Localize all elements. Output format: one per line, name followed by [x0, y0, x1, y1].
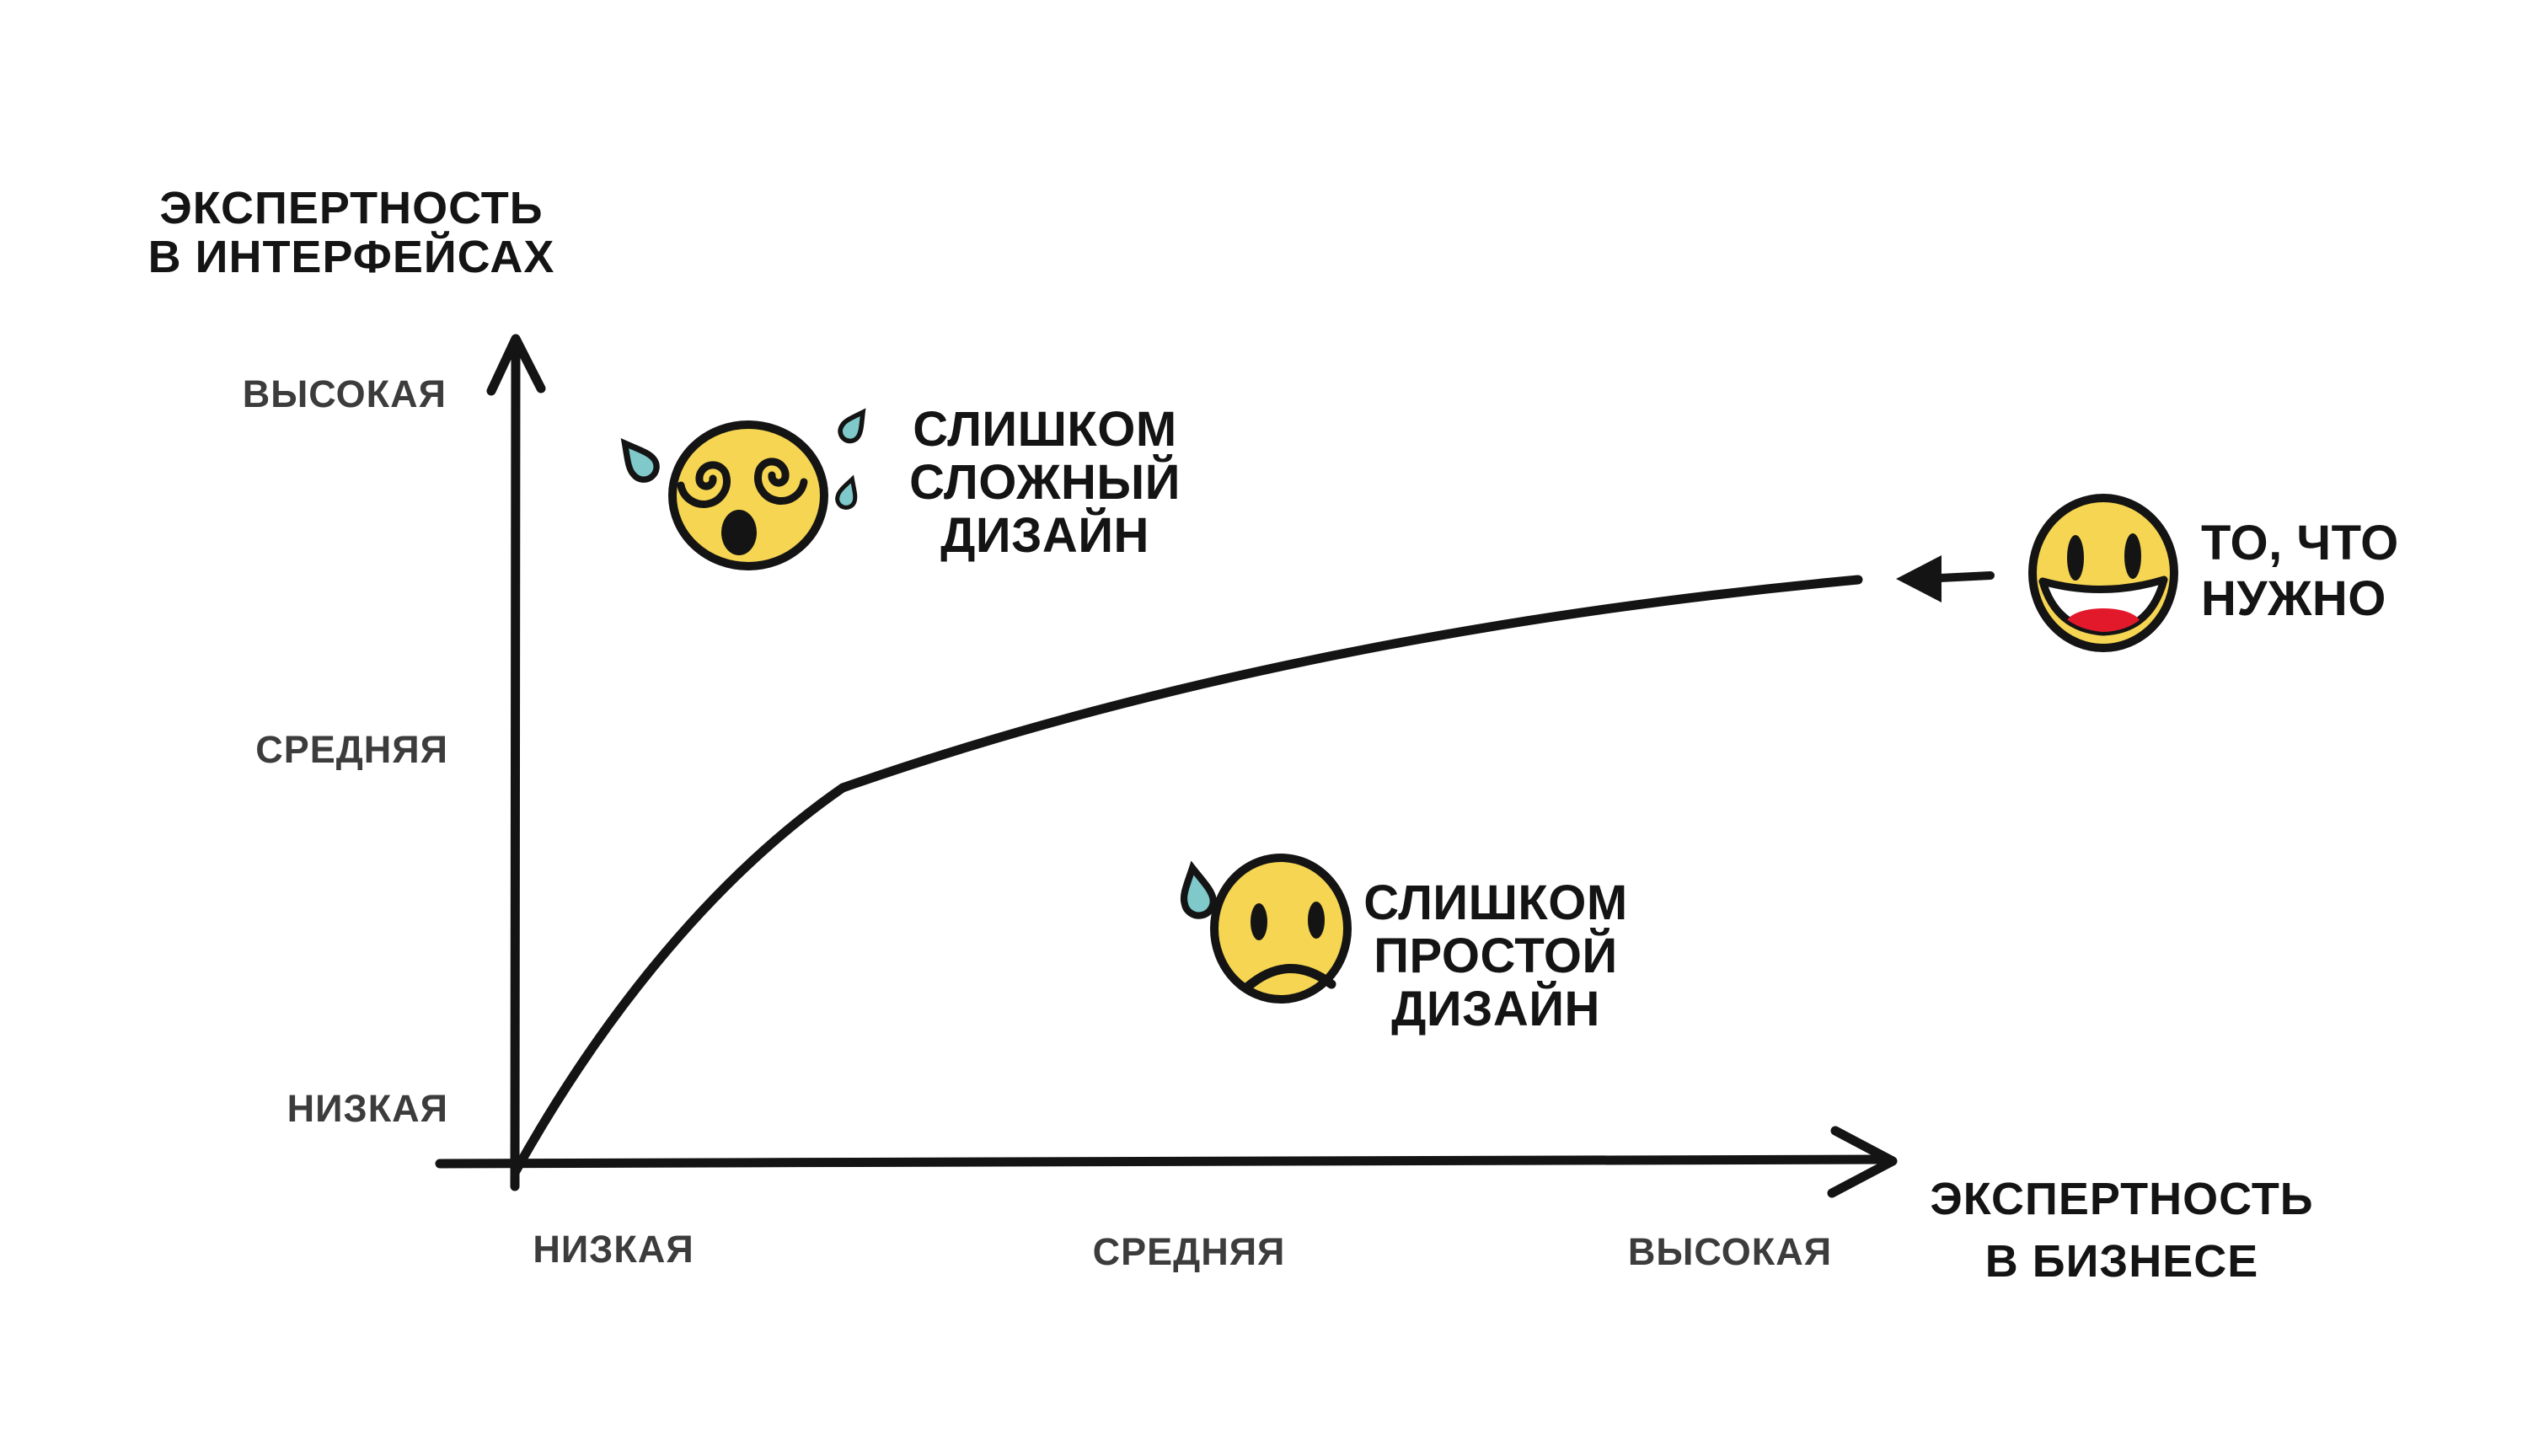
label-just-right-line2: НУЖНО	[2201, 571, 2386, 626]
open-mouth	[721, 510, 757, 555]
label-too-complex-design: СЛИШКОМ СЛОЖНЫЙ ДИЗАЙН	[909, 403, 1181, 562]
dizzy-face-icon	[668, 420, 828, 570]
x-axis-title-line1: ЭКСПЕРТНОСТЬ	[1930, 1174, 2314, 1224]
label-just-right: ТО, ЧТО НУЖНО	[2201, 516, 2399, 627]
y-tick-low: НИЗКАЯ	[287, 1087, 448, 1130]
spiral-eye-left-icon	[677, 461, 731, 508]
sweat-drop-icon	[1180, 860, 1217, 919]
x-axis-title-line2: В БИЗНЕСЕ	[1984, 1236, 2259, 1287]
label-too-complex-line3: ДИЗАЙН	[940, 508, 1149, 563]
sweat-drop-icon	[838, 408, 866, 444]
left-arrow-icon	[1896, 555, 1995, 602]
x-axis-title: ЭКСПЕРТНОСТЬ В БИЗНЕСЕ	[1930, 1168, 2313, 1293]
y-tick-medium: СРЕДНЯЯ	[255, 728, 448, 771]
label-too-complex-line2: СЛОЖНЫЙ	[909, 455, 1181, 510]
y-axis-line	[509, 347, 521, 1191]
y-axis-title-line1: ЭКСПЕРТНОСТЬ	[159, 183, 544, 233]
spiral-eye-right-icon	[754, 458, 808, 505]
label-too-simple-line1: СЛИШКОМ	[1363, 875, 1628, 930]
sweat-drop-icon	[835, 474, 858, 510]
y-tick-high: ВЫСОКАЯ	[242, 372, 447, 415]
y-axis-title-line2: В ИНТЕРФЕЙСАХ	[147, 232, 555, 282]
sweat-drop-icon	[620, 437, 660, 483]
label-too-simple-design: СЛИШКОМ ПРОСТОЙ ДИЗАЙН	[1363, 876, 1627, 1036]
x-axis-line	[435, 1154, 1886, 1169]
x-tick-medium: СРЕДНЯЯ	[1092, 1230, 1286, 1273]
label-too-simple-line2: ПРОСТОЙ	[1374, 929, 1618, 983]
y-axis-title: ЭКСПЕРТНОСТЬ В ИНТЕРФЕЙСАХ	[148, 184, 555, 281]
label-too-simple-line3: ДИЗАЙН	[1391, 982, 1600, 1036]
sad-face-icon	[1210, 854, 1352, 1004]
label-too-complex-line1: СЛИШКОМ	[913, 402, 1177, 457]
curve-line	[511, 575, 1863, 1176]
label-just-right-line1: ТО, ЧТО	[2201, 516, 2399, 570]
frown-mouth	[1244, 964, 1336, 991]
x-tick-low: НИЗКАЯ	[533, 1228, 694, 1271]
x-axis-arrowhead-icon	[1827, 1126, 1898, 1198]
y-axis-arrowhead-icon	[486, 334, 546, 396]
x-tick-high: ВЫСОКАЯ	[1627, 1230, 1833, 1273]
grinning-face-icon	[2028, 494, 2178, 652]
